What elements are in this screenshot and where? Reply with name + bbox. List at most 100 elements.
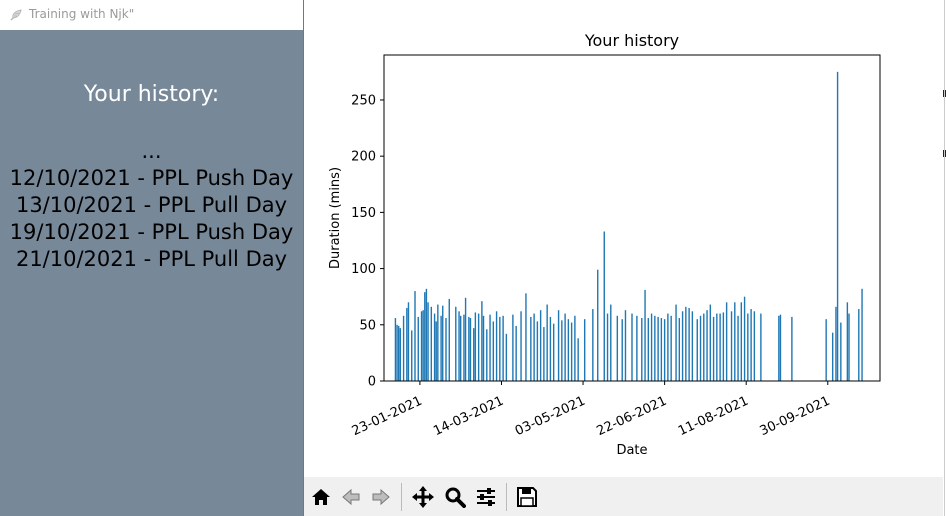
window-divider [303,0,304,516]
duration-bar [709,304,712,381]
duration-bar [706,310,708,381]
duration-bar [791,316,793,381]
duration-bar [583,319,586,381]
duration-bar [481,301,483,381]
duration-bar [597,269,599,381]
duration-bar [624,310,627,381]
duration-bar [685,306,687,381]
history-entry: 21/10/2021 - PPL Pull Day [15,247,288,271]
duration-bar [660,318,663,381]
duration-bar [636,315,638,381]
duration-bar [406,307,408,381]
duration-bar [778,315,780,381]
duration-bar [564,313,566,381]
duration-bar [678,318,681,381]
y-tick-label: 200 [351,150,376,165]
duration-bar [477,313,480,381]
y-tick-label: 250 [351,93,376,108]
duration-bar [530,316,532,381]
x-ticks: 23-01-2021 14-03-2021 03-05-2021 22-06-2021… [350,381,833,440]
duration-bar [459,315,462,381]
duration-bar [753,311,756,381]
duration-bar [543,327,545,381]
bars-group [394,71,863,382]
duration-bar [407,302,410,381]
duration-bar [737,315,739,381]
duration-bar [699,315,702,381]
duration-bar [675,304,677,381]
y-tick-label: 100 [351,262,376,277]
duration-bar [703,313,705,381]
y-tick-label: 150 [351,206,376,221]
zoom-button[interactable] [441,483,469,511]
duration-bar [463,314,465,381]
history-entry: 12/10/2021 - PPL Push Day [9,166,294,190]
duration-bar [663,319,666,381]
duration-bar [525,293,527,381]
duration-bar [433,313,436,381]
app-feather-icon [10,9,22,21]
duration-bar [394,318,397,381]
pan-button[interactable] [409,483,437,511]
title-bar[interactable]: Training with Njk" [0,0,303,30]
duration-bar [567,319,570,381]
y-tick-label: 50 [359,318,376,333]
pan-icon [412,486,434,508]
duration-bar [482,315,485,381]
history-heading: Your history: [83,82,220,107]
plot-frame [383,54,881,382]
duration-bar [670,315,672,381]
duration-bar [592,309,594,381]
duration-bar [557,310,560,381]
x-tick-label: 23-01-2021 [350,394,425,440]
duration-bar [696,319,698,381]
duration-bar [836,71,839,382]
duration-bar [561,320,563,381]
chart-title: Your history [584,31,679,50]
duration-bar [414,291,416,381]
duration-bar [399,328,402,381]
duration-bar [681,311,684,381]
duration-bar [577,338,579,381]
duration-bar [747,313,749,381]
duration-bar [546,304,548,381]
save-icon [517,487,537,507]
duration-bar [468,316,470,381]
forward-button[interactable] [367,483,395,511]
duration-bar [499,316,501,381]
duration-bar [430,306,433,381]
history-panel: Your history: [0,30,303,516]
duration-bar [831,332,834,381]
home-button[interactable] [307,483,335,511]
back-button[interactable] [337,483,365,511]
save-button[interactable] [513,483,541,511]
duration-bar [616,315,619,381]
duration-bar [691,311,694,381]
forward-icon [372,488,390,506]
x-tick-label: 03-05-2021 [513,394,588,440]
zoom-icon [445,487,466,508]
duration-bar [411,330,413,381]
window-title: Training with Njk" [29,7,135,21]
duration-bar [397,325,400,381]
x-tick-label: 30-09-2021 [758,394,833,440]
duration-bar [654,315,656,381]
duration-bar [440,315,442,381]
duration-bar [512,314,514,381]
duration-bar [760,313,762,381]
duration-bar [458,311,460,381]
duration-bar [688,307,690,381]
navigation-toolbar [304,477,943,516]
duration-bar [603,231,605,381]
history-entry: 13/10/2021 - PPL Pull Day [15,193,288,217]
duration-bar [719,313,721,381]
duration-bar [448,298,450,381]
duration-bar [515,325,517,381]
configure-subplots-button[interactable] [472,483,500,511]
duration-bar [502,315,504,381]
duration-bar [427,302,429,381]
duration-bar [422,310,424,381]
duration-bar [858,309,860,381]
back-icon [342,488,360,506]
duration-bar [489,314,491,381]
